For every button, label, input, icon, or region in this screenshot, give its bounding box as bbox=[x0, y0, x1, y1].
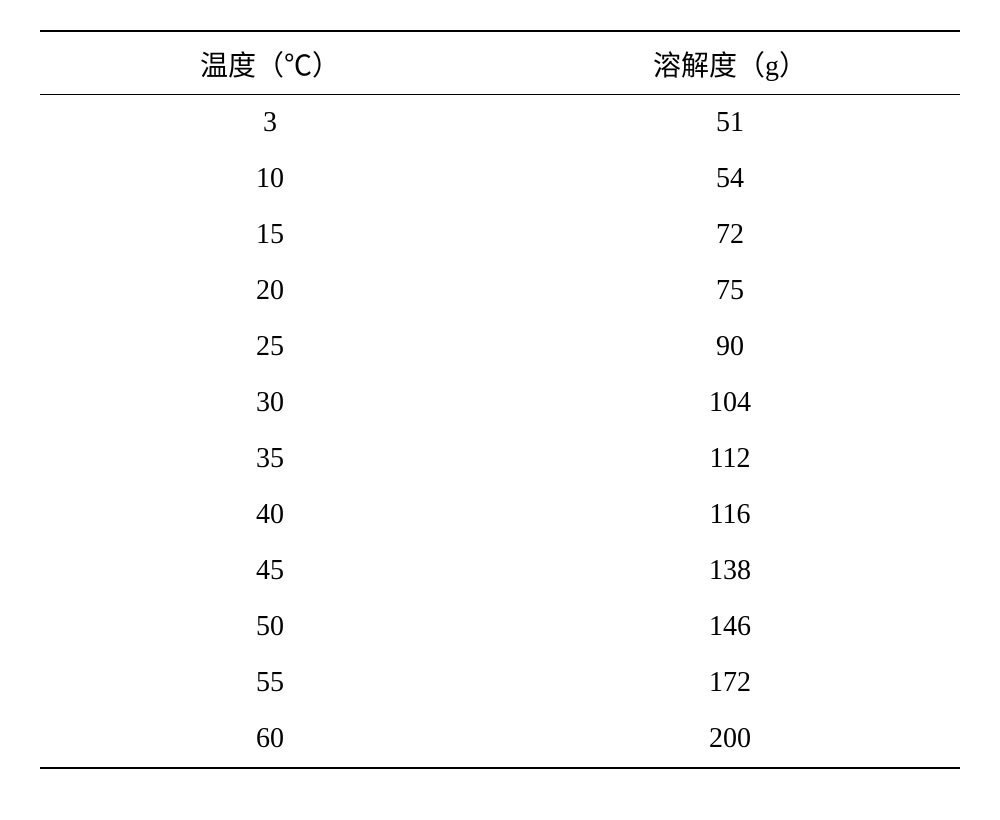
cell-solubility: 54 bbox=[500, 151, 960, 207]
cell-solubility: 75 bbox=[500, 263, 960, 319]
table-row: 55 172 bbox=[40, 655, 960, 711]
table-row: 40 116 bbox=[40, 487, 960, 543]
cell-temperature: 60 bbox=[40, 711, 500, 768]
cell-temperature: 40 bbox=[40, 487, 500, 543]
cell-temperature: 50 bbox=[40, 599, 500, 655]
cell-solubility: 112 bbox=[500, 431, 960, 487]
table-row: 35 112 bbox=[40, 431, 960, 487]
cell-solubility: 104 bbox=[500, 375, 960, 431]
cell-solubility: 172 bbox=[500, 655, 960, 711]
table-body: 3 51 10 54 15 72 20 75 25 90 30 104 35 1… bbox=[40, 95, 960, 769]
table-header: 温度（℃） 溶解度（g） bbox=[40, 31, 960, 95]
cell-solubility: 72 bbox=[500, 207, 960, 263]
cell-temperature: 10 bbox=[40, 151, 500, 207]
cell-solubility: 146 bbox=[500, 599, 960, 655]
cell-solubility: 200 bbox=[500, 711, 960, 768]
col-solubility-header: 溶解度（g） bbox=[500, 31, 960, 95]
cell-solubility: 51 bbox=[500, 95, 960, 152]
cell-temperature: 45 bbox=[40, 543, 500, 599]
cell-temperature: 15 bbox=[40, 207, 500, 263]
col-temperature-header: 温度（℃） bbox=[40, 31, 500, 95]
table-row: 60 200 bbox=[40, 711, 960, 768]
table-header-row: 温度（℃） 溶解度（g） bbox=[40, 31, 960, 95]
cell-solubility: 90 bbox=[500, 319, 960, 375]
table-row: 50 146 bbox=[40, 599, 960, 655]
table-row: 45 138 bbox=[40, 543, 960, 599]
cell-temperature: 3 bbox=[40, 95, 500, 152]
table-row: 30 104 bbox=[40, 375, 960, 431]
cell-temperature: 55 bbox=[40, 655, 500, 711]
cell-temperature: 25 bbox=[40, 319, 500, 375]
table-row: 3 51 bbox=[40, 95, 960, 152]
cell-solubility: 116 bbox=[500, 487, 960, 543]
cell-temperature: 35 bbox=[40, 431, 500, 487]
table-row: 25 90 bbox=[40, 319, 960, 375]
table-row: 20 75 bbox=[40, 263, 960, 319]
cell-temperature: 30 bbox=[40, 375, 500, 431]
cell-temperature: 20 bbox=[40, 263, 500, 319]
solubility-table: 温度（℃） 溶解度（g） 3 51 10 54 15 72 20 75 25 9… bbox=[40, 30, 960, 769]
table-row: 15 72 bbox=[40, 207, 960, 263]
cell-solubility: 138 bbox=[500, 543, 960, 599]
table-row: 10 54 bbox=[40, 151, 960, 207]
